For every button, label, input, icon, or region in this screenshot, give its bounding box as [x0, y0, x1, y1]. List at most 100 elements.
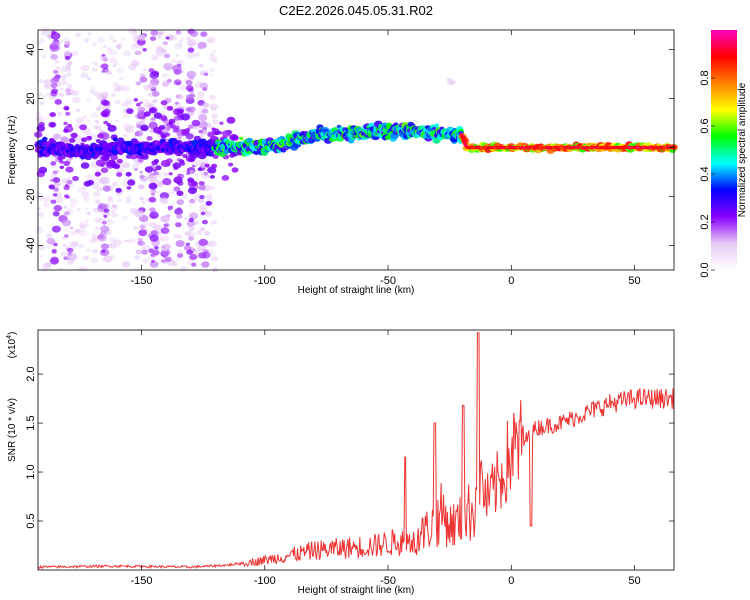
snr-x-tick-label: -50 [380, 575, 396, 587]
spectrogram-cell [125, 199, 131, 204]
spectrogram-cell [126, 108, 134, 114]
spectrogram-cell [67, 61, 73, 66]
spectrogram-cell [161, 245, 166, 249]
spectrogram-cell [165, 36, 170, 40]
spectrogram-cell [52, 76, 60, 82]
spectrogram-cell [212, 49, 217, 54]
spectrogram-cell [173, 233, 180, 239]
snr-y-ticks: 0.5 1.0 1.5 2.0 [25, 366, 674, 529]
spectrogram-cell [38, 244, 45, 251]
spectrogram-cell [46, 233, 53, 239]
spectrogram-cell [137, 33, 147, 41]
spectrogram-cell [84, 174, 90, 179]
spectrogram-cell [102, 100, 111, 107]
spectrogram-cell [188, 217, 195, 223]
spectrogram-cell [187, 47, 195, 53]
spectrogram-cell [135, 249, 142, 255]
spectrogram-y-axis-title: Frequency (Hz) [7, 116, 18, 185]
snr-y-tick-label: 2.0 [25, 366, 37, 381]
spectrogram-cell [76, 108, 81, 112]
spectrogram-cell [162, 178, 172, 186]
spectrogram-cell [86, 211, 91, 215]
spectrogram-cell [53, 242, 58, 247]
spectrogram-cell [198, 181, 205, 186]
spectrogram-cell [51, 30, 56, 35]
spectrogram-cell [149, 36, 157, 41]
spectrogram-cell [228, 162, 234, 167]
spectrogram-y-tick-label: -20 [25, 189, 37, 205]
spectrogram-cell [66, 179, 73, 185]
spectrogram-cell [462, 139, 467, 143]
spectrogram-x-tick-label: -100 [254, 275, 276, 287]
spectrogram-cell [59, 160, 64, 164]
spectrogram-cell [172, 64, 182, 73]
spectrogram-cell [135, 81, 142, 86]
spectrogram-cell [194, 173, 200, 177]
spectrogram-cell [102, 112, 108, 117]
spectrogram-cell [78, 243, 85, 249]
spectrogram-cell [139, 46, 143, 50]
spectrogram-cell [130, 44, 138, 50]
spectrogram-cell [167, 35, 174, 41]
spectrogram-cell [103, 214, 108, 218]
spectrogram-cell [83, 197, 90, 202]
spectrogram-cell [63, 105, 70, 111]
spectrogram-cell [63, 185, 70, 191]
spectrogram-cell [152, 249, 160, 256]
spectrogram-cell [97, 234, 104, 239]
spectrogram-cell [155, 190, 160, 194]
spectrogram-cell [94, 171, 101, 177]
spectrogram-cell [59, 87, 64, 91]
spectrogram-cell [154, 246, 159, 250]
spectrogram-cell [151, 99, 157, 104]
colorbar-gradient [711, 30, 737, 270]
colorbar-ticks: 0.0 0.2 0.4 0.6 0.8 [699, 70, 715, 278]
spectrogram-cell [94, 226, 101, 231]
spectrogram-cell [187, 124, 194, 129]
spectrogram-cell [121, 261, 131, 268]
spectrogram-cell [180, 266, 188, 272]
spectrogram-cell [186, 249, 194, 255]
spectrogram-cell [115, 119, 119, 123]
spectrogram-cell [139, 196, 145, 201]
spectrogram-cell [112, 137, 119, 142]
spectrogram-cell [40, 32, 45, 36]
spectrogram-cell [63, 128, 69, 133]
spectrogram-cell [57, 113, 63, 117]
spectrogram-cell [115, 45, 122, 50]
spectrogram-cell [166, 78, 172, 83]
spectrogram-cell [44, 79, 50, 84]
spectrogram-cell [168, 172, 173, 176]
spectrogram-cell [200, 227, 205, 232]
spectrogram-cell [187, 261, 193, 265]
spectrogram-cell [108, 35, 115, 40]
spectrogram-cell [175, 257, 181, 262]
spectrogram-cell [177, 136, 182, 140]
spectrogram-cell [188, 75, 194, 80]
spectrogram-cell [368, 122, 375, 128]
spectrogram-cell [210, 186, 216, 190]
spectrogram-cell [198, 129, 203, 134]
spectrogram-cell [65, 166, 74, 173]
snr-plot-area [38, 330, 674, 570]
spectrogram-cell [123, 178, 128, 182]
spectrogram-cell [133, 98, 139, 102]
spectrogram-cell [201, 219, 208, 225]
spectrogram-cell [197, 91, 205, 97]
spectrogram-cell [158, 125, 166, 130]
spectrogram-cell [106, 51, 110, 54]
spectrogram-cell [172, 162, 182, 169]
spectrogram-cell [116, 67, 124, 74]
spectrogram-cell [138, 229, 148, 237]
spectrogram-cell [87, 32, 92, 36]
spectrogram-cell [96, 186, 103, 192]
spectrogram-cell [197, 167, 202, 171]
spectrogram-cell [203, 171, 209, 176]
spectrogram-cell [49, 44, 60, 52]
spectrogram-cell [75, 32, 81, 37]
spectrogram-cell [103, 120, 109, 125]
spectrogram-cell [186, 52, 196, 59]
spectrogram-cell [34, 192, 43, 200]
spectrogram-cell [163, 53, 171, 59]
spectrogram-x-tick-label: 50 [628, 275, 640, 287]
